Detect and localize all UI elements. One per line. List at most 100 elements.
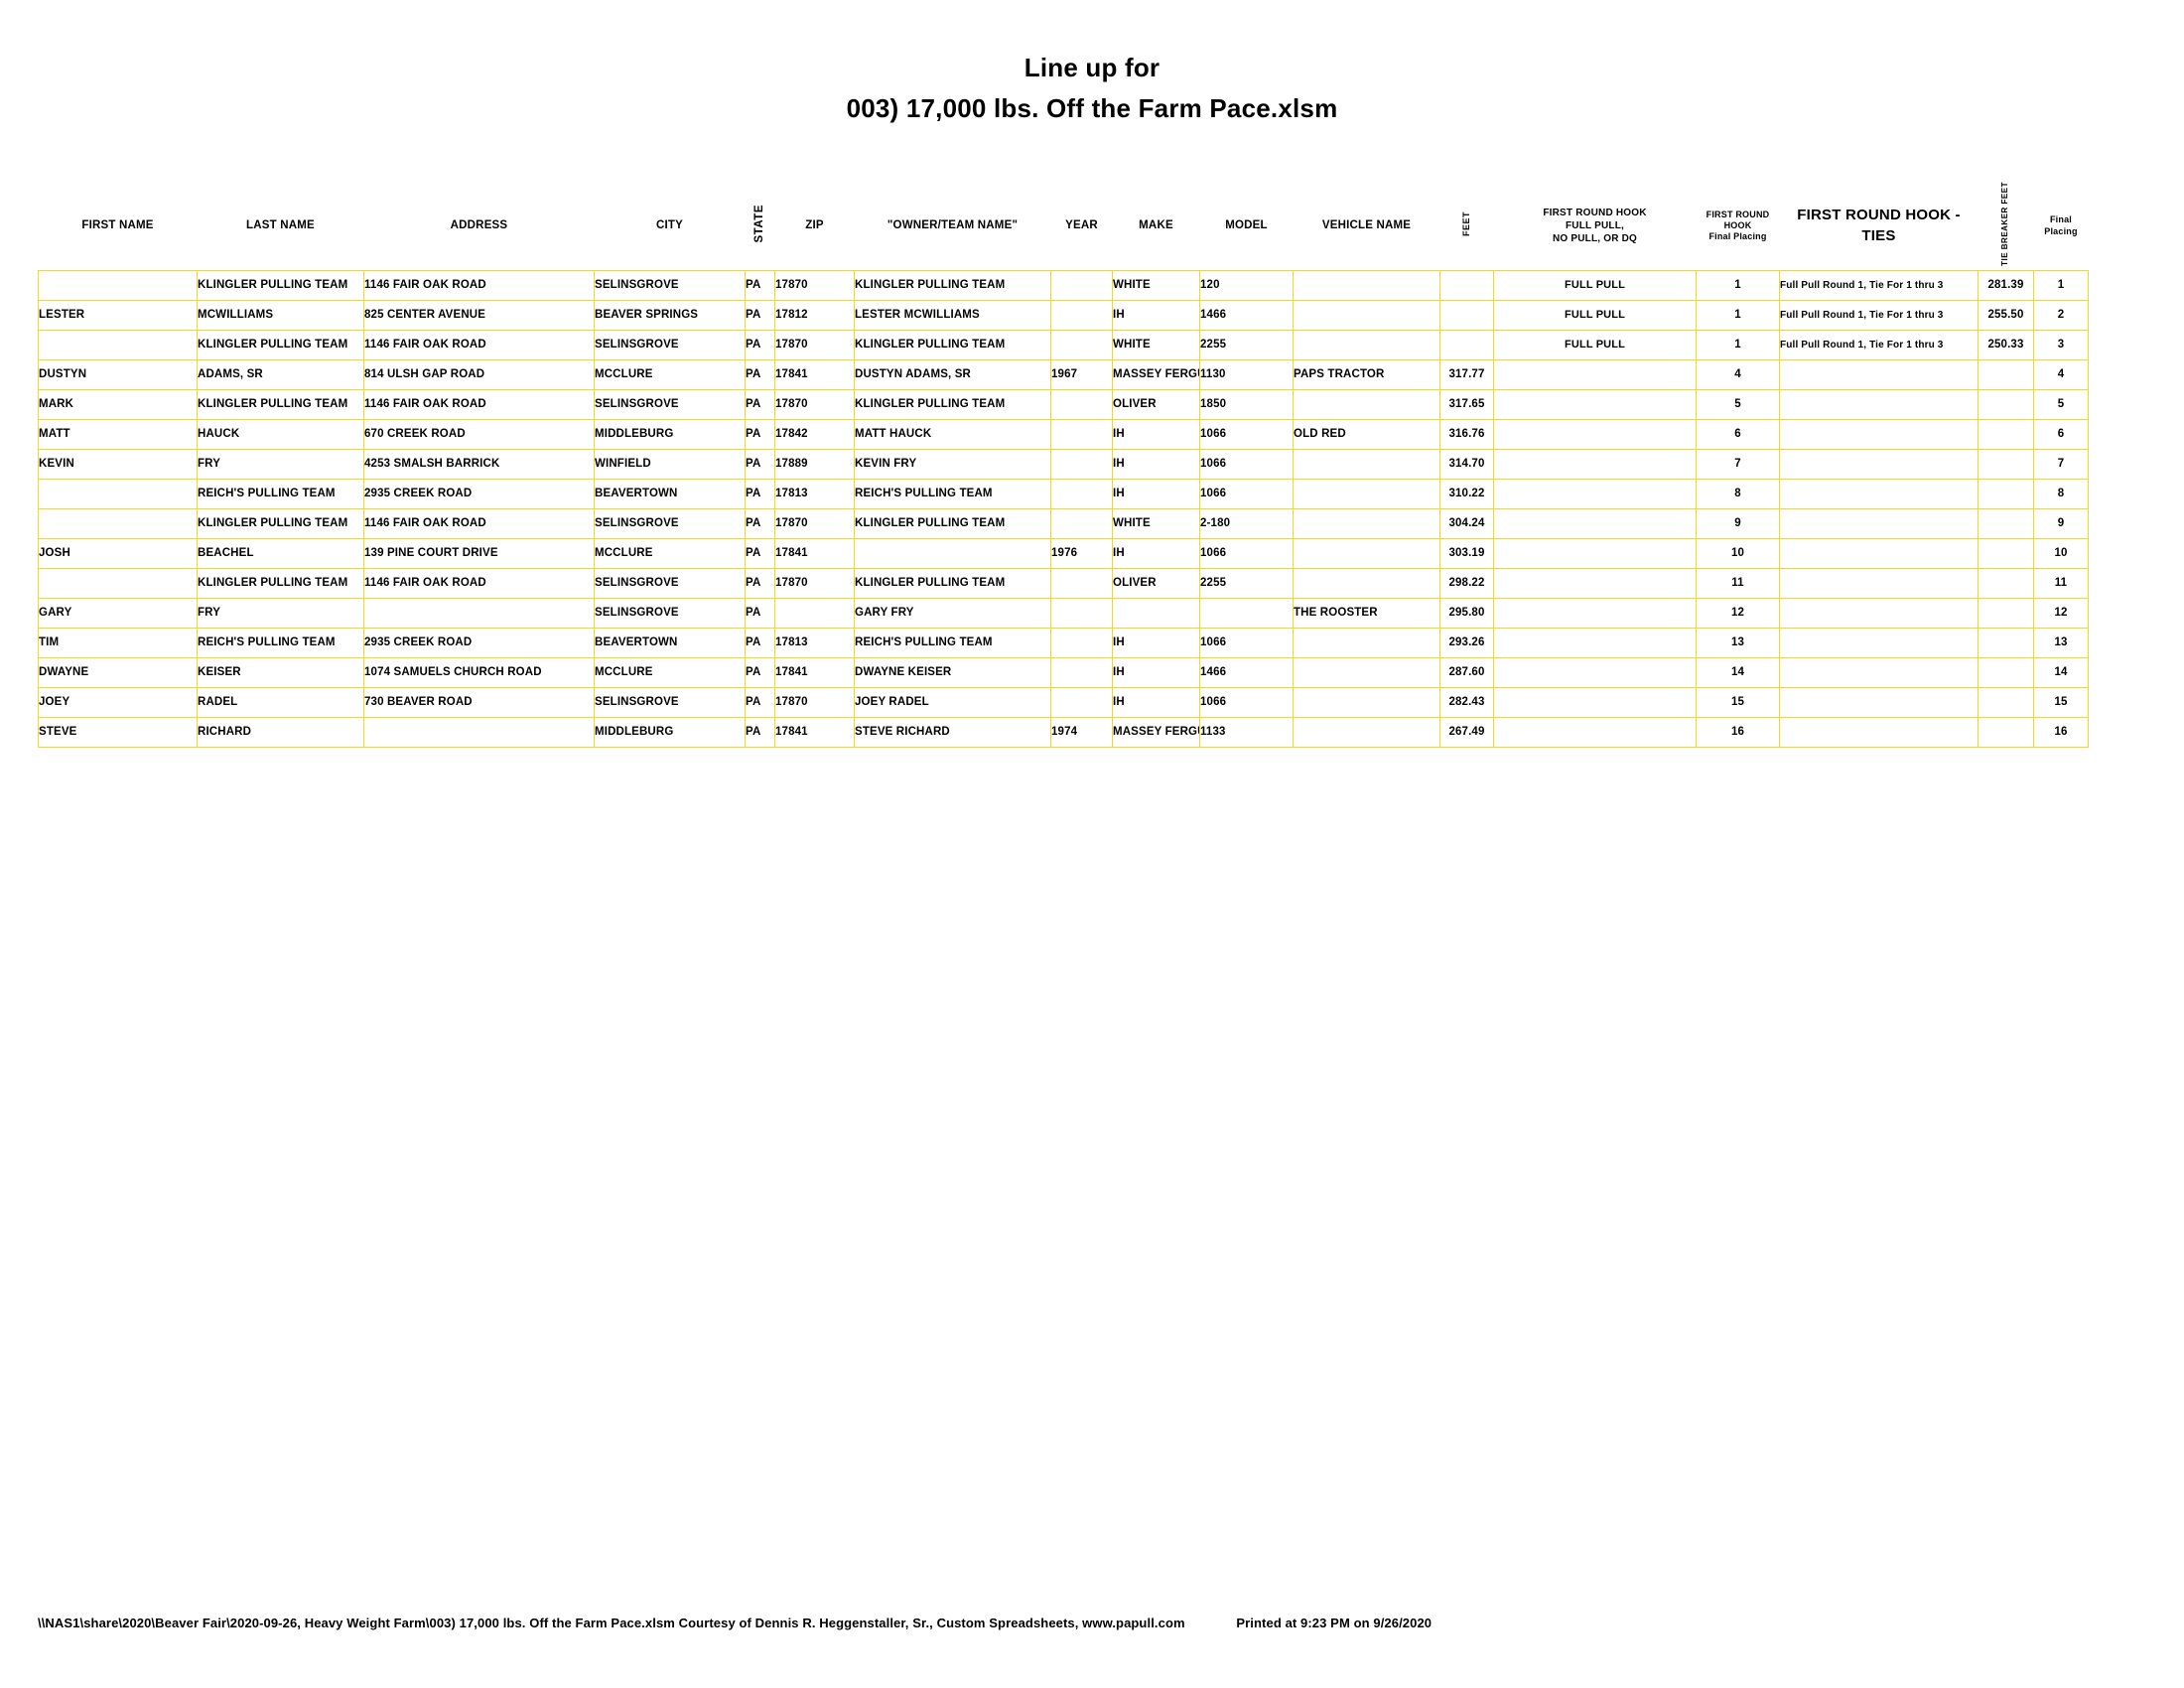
cell-city: BEAVERTOWN	[594, 628, 746, 659]
table-row: LESTER MCWILLIAMS 825 CENTER AVENUE BEAVER …	[38, 300, 2089, 332]
cell-address: 2935 CREEK ROAD	[363, 479, 595, 510]
cell-year	[1050, 449, 1113, 481]
cell-address	[363, 717, 595, 749]
table-row: KLINGLER PULLING TEAM 1146 FAIR OAK ROAD S…	[38, 568, 2089, 600]
cell-owner-team-name: DWAYNE KEISER	[854, 657, 1051, 689]
cell-final-placing: 6	[2033, 419, 2089, 451]
cell-first-name: JOSH	[38, 538, 198, 570]
cell-final-placing: 2	[2033, 300, 2089, 332]
cell-owner-team-name: REICH'S PULLING TEAM	[854, 479, 1051, 510]
page-title: Line up for 003) 17,000 lbs. Off the Far…	[0, 52, 2184, 124]
cell-first-name	[38, 270, 198, 302]
header-final-placing-line-2: Placing	[2044, 225, 2078, 236]
header-first-name: FIRST NAME	[81, 218, 154, 231]
cell-last-name: FRY	[197, 449, 364, 481]
cell-first-round-hook-final-placing: 16	[1696, 717, 1780, 749]
cell-zip: 17841	[774, 717, 855, 749]
cell-first-round-hook-ties	[1779, 419, 1979, 451]
cell-vehicle-name	[1293, 657, 1440, 689]
cell-state: PA	[745, 270, 775, 302]
table-row: JOSH BEACHEL 139 PINE COURT DRIVE MCCLURE PA…	[38, 538, 2089, 570]
cell-first-round-hook-result	[1493, 598, 1697, 630]
cell-owner-team-name: JOEY RADEL	[854, 687, 1051, 719]
cell-first-name: DUSTYN	[38, 359, 198, 391]
cell-year: 1967	[1050, 359, 1113, 391]
cell-model: 1066	[1199, 449, 1294, 481]
cell-first-round-hook-final-placing: 6	[1696, 419, 1780, 451]
cell-make: MASSEY FERGUSON	[1112, 717, 1200, 749]
cell-model: 120	[1199, 270, 1294, 302]
title-line-2: 003) 17,000 lbs. Off the Farm Pace.xlsm	[846, 92, 1338, 123]
cell-vehicle-name	[1293, 449, 1440, 481]
table-row: GARY FRY SELINSGROVE PA GARY FRY THE ROOSTER 2…	[38, 598, 2089, 630]
cell-vehicle-name	[1293, 687, 1440, 719]
table-row: STEVE RICHARD MIDDLEBURG PA 17841 STEVE RICHA…	[38, 717, 2089, 749]
cell-address: 139 PINE COURT DRIVE	[363, 538, 595, 570]
cell-year	[1050, 628, 1113, 659]
cell-final-placing: 4	[2033, 359, 2089, 391]
cell-first-round-hook-final-placing: 7	[1696, 449, 1780, 481]
cell-zip: 17870	[774, 389, 855, 421]
cell-make: MASSEY FERGUSON	[1112, 359, 1200, 391]
cell-zip: 17870	[774, 270, 855, 302]
cell-first-name	[38, 508, 198, 540]
cell-year	[1050, 479, 1113, 510]
cell-owner-team-name: REICH'S PULLING TEAM	[854, 628, 1051, 659]
cell-make: WHITE	[1112, 330, 1200, 361]
header-owner-team-name: "OWNER/TEAM NAME"	[887, 218, 1019, 231]
cell-first-round-hook-ties	[1779, 568, 1979, 600]
cell-tie-breaker-feet: 250.33	[1978, 330, 2034, 361]
cell-last-name: KLINGLER PULLING TEAM	[197, 508, 364, 540]
header-frhfp-line-3: Final Placing	[1708, 231, 1767, 242]
cell-address: 1146 FAIR OAK ROAD	[363, 270, 595, 302]
cell-city: SELINSGROVE	[594, 568, 746, 600]
cell-zip	[774, 598, 855, 630]
cell-first-round-hook-result	[1493, 717, 1697, 749]
cell-first-name: JOEY	[38, 687, 198, 719]
cell-first-round-hook-final-placing: 13	[1696, 628, 1780, 659]
cell-make: IH	[1112, 419, 1200, 451]
cell-last-name: KLINGLER PULLING TEAM	[197, 389, 364, 421]
table-row: KEVIN FRY 4253 SMALSH BARRICK WINFIELD PA 178…	[38, 449, 2089, 481]
cell-zip: 17841	[774, 538, 855, 570]
cell-make: IH	[1112, 687, 1200, 719]
header-last-name: LAST NAME	[246, 218, 315, 231]
cell-final-placing: 14	[2033, 657, 2089, 689]
header-feet: FEET	[1440, 182, 1494, 271]
header-frh-line-2: FULL PULL,	[1565, 220, 1625, 232]
cell-first-round-hook-result	[1493, 687, 1697, 719]
cell-owner-team-name: STEVE RICHARD	[854, 717, 1051, 749]
header-frh-line-1: FIRST ROUND HOOK	[1543, 208, 1647, 219]
header-zip: ZIP	[805, 218, 824, 231]
table-row: DWAYNE KEISER 1074 SAMUELS CHURCH ROAD MCCL…	[38, 657, 2089, 689]
cell-make: IH	[1112, 657, 1200, 689]
footer-printed-timestamp: Printed at 9:23 PM on 9/26/2020	[1236, 1616, 1433, 1630]
table-row: REICH'S PULLING TEAM 2935 CREEK ROAD BEAVE…	[38, 479, 2089, 510]
cell-final-placing: 5	[2033, 389, 2089, 421]
cell-city: MIDDLEBURG	[594, 717, 746, 749]
cell-state: PA	[745, 449, 775, 481]
cell-tie-breaker-feet	[1978, 717, 2034, 749]
header-state-label: STATE	[752, 205, 765, 243]
header-first-round-hook-final-placing: FIRST ROUND HOOK Final Placing	[1697, 182, 1780, 271]
cell-final-placing: 15	[2033, 687, 2089, 719]
cell-last-name: ADAMS, SR	[197, 359, 364, 391]
cell-vehicle-name	[1293, 479, 1440, 510]
cell-last-name: KLINGLER PULLING TEAM	[197, 270, 364, 302]
cell-year	[1050, 300, 1113, 332]
cell-first-round-hook-ties	[1779, 598, 1979, 630]
cell-city: SELINSGROVE	[594, 508, 746, 540]
cell-first-round-hook-final-placing: 15	[1696, 687, 1780, 719]
cell-zip: 17870	[774, 508, 855, 540]
cell-state: PA	[745, 538, 775, 570]
header-feet-label: FEET	[1461, 211, 1472, 236]
cell-make: IH	[1112, 300, 1200, 332]
cell-vehicle-name	[1293, 538, 1440, 570]
cell-state: PA	[745, 628, 775, 659]
cell-zip: 17812	[774, 300, 855, 332]
cell-final-placing: 3	[2033, 330, 2089, 361]
cell-city: SELINSGROVE	[594, 598, 746, 630]
cell-first-round-hook-result	[1493, 389, 1697, 421]
header-tie-breaker-feet-label: TIE BREAKER FEET	[2000, 182, 2010, 266]
cell-first-name	[38, 330, 198, 361]
